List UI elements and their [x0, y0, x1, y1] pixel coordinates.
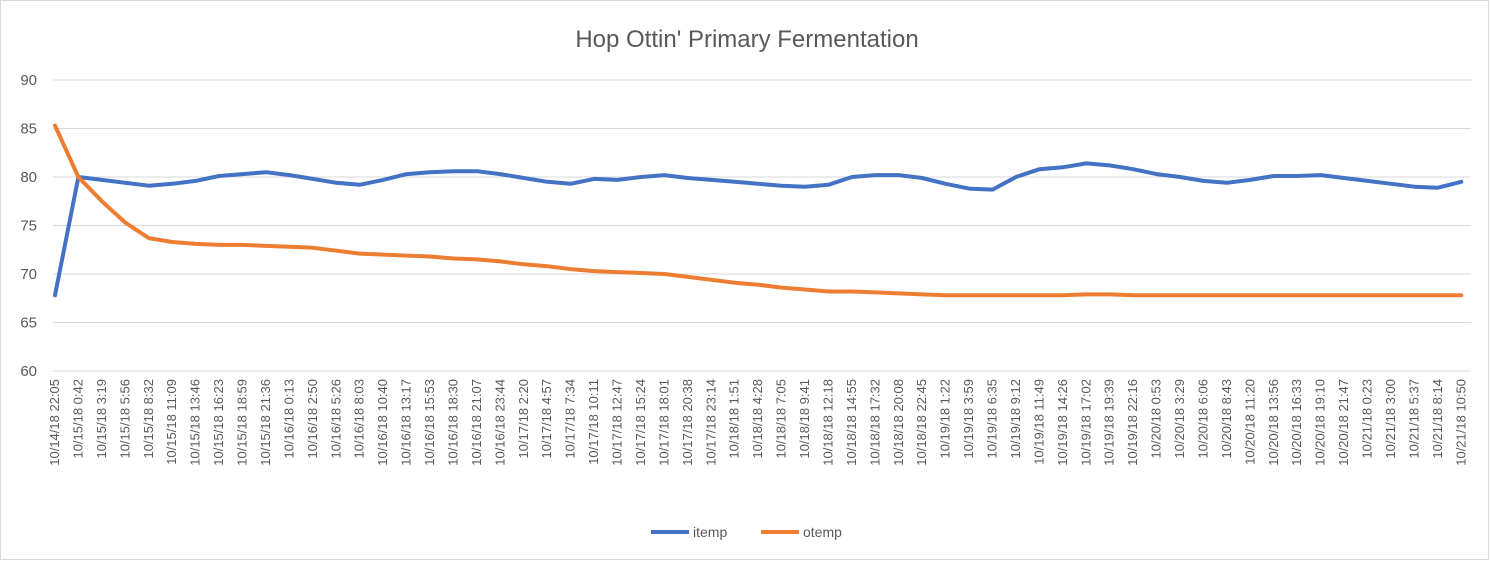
x-tick-label: 10/17/18 4:57 [539, 379, 554, 459]
x-tick-label: 10/19/18 14:26 [1055, 379, 1070, 466]
x-tick-label: 10/19/18 6:35 [985, 379, 1000, 459]
x-tick-label: 10/16/18 2:50 [305, 379, 320, 459]
x-tick-label: 10/20/18 19:10 [1313, 379, 1328, 466]
x-tick-label: 10/15/18 8:32 [141, 379, 156, 459]
x-tick-label: 10/15/18 5:56 [117, 379, 132, 459]
x-tick-label: 10/17/18 18:01 [656, 379, 671, 466]
x-tick-label: 10/16/18 5:26 [328, 379, 343, 459]
x-tick-label: 10/20/18 13:56 [1266, 379, 1281, 466]
x-tick-label: 10/21/18 8:14 [1430, 379, 1445, 459]
legend-label-otemp: otemp [803, 524, 842, 540]
x-tick-label: 10/20/18 8:43 [1219, 379, 1234, 459]
x-tick-label: 10/15/18 16:23 [211, 379, 226, 466]
x-tick-label: 10/20/18 6:06 [1195, 379, 1210, 459]
x-tick-label: 10/15/18 3:19 [94, 379, 109, 459]
y-tick-label: 80 [20, 169, 37, 186]
x-tick-label: 10/16/18 10:40 [375, 379, 390, 466]
x-tick-label: 10/19/18 22:16 [1125, 379, 1140, 466]
y-tick-label: 65 [20, 315, 37, 332]
legend: itemp otemp [651, 524, 842, 540]
x-tick-label: 10/18/18 1:51 [727, 379, 742, 459]
x-tick-label: 10/17/18 23:14 [703, 379, 718, 466]
y-tick-label: 60 [20, 363, 37, 380]
chart-title: Hop Ottin' Primary Fermentation [575, 26, 918, 53]
y-tick-label: 85 [20, 121, 37, 138]
x-tick-label: 10/14/18 22:05 [47, 379, 62, 466]
x-tick-label: 10/19/18 3:59 [961, 379, 976, 459]
x-tick-label: 10/17/18 20:38 [680, 379, 695, 466]
x-tick-label: 10/15/18 21:36 [258, 379, 273, 466]
x-tick-label: 10/21/18 3:00 [1383, 379, 1398, 459]
series-layer [53, 123, 1464, 298]
x-tick-label: 10/20/18 0:53 [1149, 379, 1164, 459]
x-tick-label: 10/19/18 1:22 [938, 379, 953, 459]
series-line-otemp [53, 123, 1464, 298]
x-tick-label: 10/18/18 9:41 [797, 379, 812, 459]
x-tick-label: 10/18/18 22:45 [914, 379, 929, 466]
x-tick-label: 10/16/18 8:03 [352, 379, 367, 459]
y-tick-label: 75 [20, 218, 37, 235]
x-tick-label: 10/20/18 11:20 [1242, 379, 1257, 465]
x-tick-label: 10/19/18 19:39 [1102, 379, 1117, 466]
x-tick-label: 10/16/18 18:30 [445, 379, 460, 466]
x-tick-label: 10/18/18 17:32 [867, 379, 882, 466]
y-axis-ticks: 60 65 70 75 80 85 90 [20, 72, 37, 380]
x-tick-label: 10/17/18 10:11 [586, 379, 601, 465]
x-tick-label: 10/18/18 12:18 [820, 379, 835, 466]
x-tick-label: 10/21/18 10:50 [1453, 379, 1468, 466]
x-tick-label: 10/18/18 4:28 [750, 379, 765, 459]
y-tick-label: 90 [20, 72, 37, 89]
x-tick-label: 10/15/18 13:46 [188, 379, 203, 466]
x-tick-label: 10/18/18 7:05 [774, 379, 789, 459]
x-tick-label: 10/16/18 21:07 [469, 379, 484, 466]
x-tick-label: 10/17/18 7:34 [563, 379, 578, 459]
x-tick-label: 10/16/18 23:44 [492, 379, 507, 466]
y-tick-label: 70 [20, 266, 37, 283]
x-tick-label: 10/20/18 16:33 [1289, 379, 1304, 466]
x-tick-label: 10/21/18 5:37 [1406, 379, 1421, 459]
x-tick-label: 10/16/18 15:53 [422, 379, 437, 466]
x-tick-label: 10/21/18 0:23 [1360, 379, 1375, 459]
x-tick-label: 10/18/18 20:08 [891, 379, 906, 466]
x-tick-label: 10/15/18 18:59 [235, 379, 250, 466]
x-tick-label: 10/20/18 21:47 [1336, 379, 1351, 466]
x-tick-label: 10/19/18 9:12 [1008, 379, 1023, 459]
x-tick-label: 10/16/18 13:17 [399, 379, 414, 466]
x-tick-label: 10/17/18 2:20 [516, 379, 531, 459]
grid-layer [53, 79, 1471, 372]
x-tick-label: 10/19/18 17:02 [1078, 379, 1093, 466]
x-tick-label: 10/17/18 12:47 [610, 379, 625, 466]
x-tick-label: 10/17/18 15:24 [633, 379, 648, 466]
series-line-itemp [53, 161, 1464, 298]
x-tick-label: 10/19/18 11:49 [1031, 379, 1046, 465]
x-tick-label: 10/16/18 0:13 [281, 379, 296, 459]
x-tick-label: 10/20/18 3:29 [1172, 379, 1187, 459]
x-axis-ticks: 10/14/18 22:05 10/15/18 0:42 10/15/18 3:19… [47, 379, 1468, 466]
legend-label-itemp: itemp [693, 524, 727, 540]
x-tick-label: 10/18/18 14:55 [844, 379, 859, 466]
x-tick-label: 10/15/18 11:09 [164, 379, 179, 465]
x-tick-label: 10/15/18 0:42 [70, 379, 85, 459]
